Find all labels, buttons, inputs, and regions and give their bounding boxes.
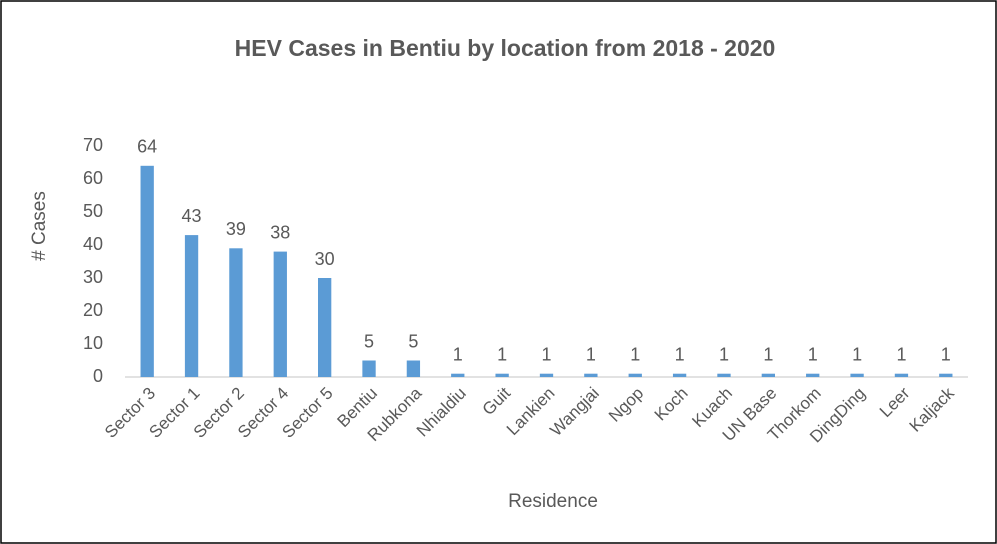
y-axis-label: # Cases [29,191,50,261]
data-label: 1 [763,344,773,364]
data-label: 30 [315,249,335,269]
bar [939,373,953,377]
bar [184,235,199,377]
bar [229,248,243,377]
data-label: 1 [852,344,862,364]
data-label: 5 [408,331,418,351]
y-tick-label: 40 [83,234,103,254]
bar [539,373,554,377]
data-label: 1 [719,344,729,364]
data-label: 64 [137,137,157,157]
bar [894,373,909,377]
bar [850,373,864,377]
y-tick-label: 10 [83,333,103,353]
data-label: 1 [675,344,685,364]
bar [806,373,820,377]
data-label: 1 [630,344,640,364]
y-tick-label: 70 [83,135,103,155]
x-axis-label: Residence [508,491,598,512]
data-label: 1 [586,344,596,364]
bar [140,165,154,377]
data-label: 1 [808,344,818,364]
data-label: 5 [364,331,374,351]
bar [451,373,465,377]
data-label: 1 [453,344,463,364]
bar [717,373,731,377]
data-label: 1 [941,344,951,364]
data-label: 43 [182,206,202,226]
y-tick-label: 30 [83,267,103,287]
bar [273,251,287,377]
data-label: 38 [270,222,290,242]
data-label: 39 [226,219,246,239]
data-label: 1 [541,344,551,364]
y-tick-label: 50 [83,201,103,221]
chart-title: HEV Cases in Bentiu by location from 201… [235,35,776,61]
bar [362,360,376,377]
bar [406,360,421,377]
data-label: 1 [896,344,906,364]
bar [761,373,775,377]
bar [318,278,332,377]
data-label: 1 [497,344,507,364]
y-tick-label: 60 [83,168,103,188]
bar [495,373,509,377]
y-tick-label: 0 [93,366,103,386]
y-tick-label: 20 [83,300,103,320]
bar [628,373,642,377]
bar [672,373,687,377]
bar [584,373,598,377]
